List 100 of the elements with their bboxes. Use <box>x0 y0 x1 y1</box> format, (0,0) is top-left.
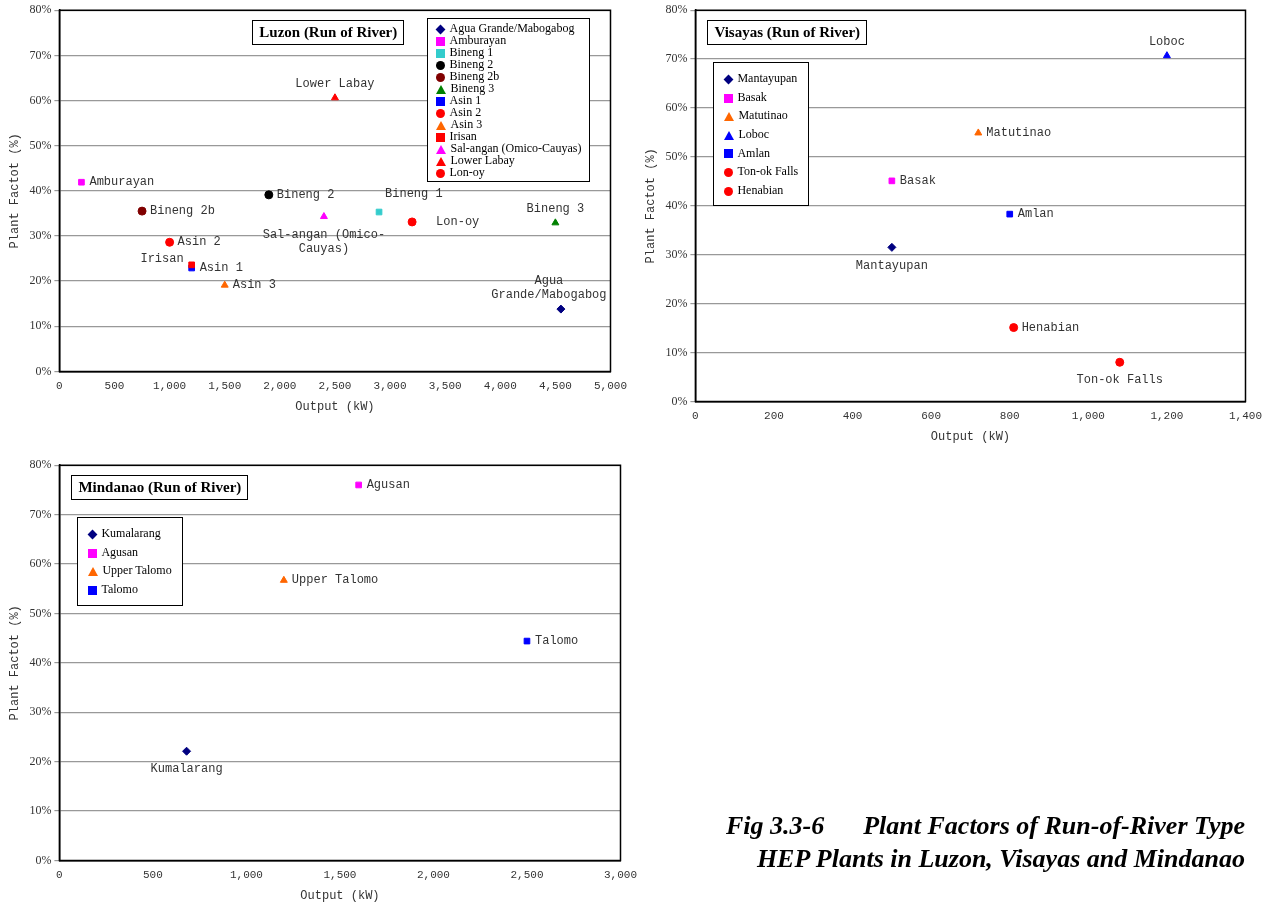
y-tick-label: 50% <box>29 137 52 152</box>
x-tick-label: 1,000 <box>229 868 263 881</box>
point <box>1006 210 1014 218</box>
text: Asin 3 <box>232 278 276 293</box>
x-tick-label: 2,000 <box>263 379 297 392</box>
y-tick-label: 50% <box>665 149 688 164</box>
x-tick-label: 500 <box>104 379 125 392</box>
x-tick-label: 600 <box>921 409 942 422</box>
y-axis-title: Plant Factot (%) <box>8 605 23 721</box>
legend-label: Asin 2 <box>449 105 482 120</box>
legend-label: Agusan <box>101 544 139 559</box>
point <box>220 280 229 288</box>
x-tick-label: 3,000 <box>373 379 407 392</box>
text: Irisan <box>140 252 184 267</box>
text: Amlan <box>1017 207 1054 222</box>
y-tick-label: 70% <box>29 506 52 521</box>
y-tick-label: 0% <box>671 393 688 408</box>
text: Bineng 2b <box>150 204 215 219</box>
x-tick-label: 2,000 <box>416 868 450 881</box>
y-tick-label: 60% <box>29 556 52 571</box>
text: Ton-ok Falls <box>1076 373 1163 388</box>
y-tick-label: 0% <box>35 363 52 378</box>
text: Matutinao <box>986 126 1052 141</box>
y-axis-title: Plant Factot (%) <box>8 133 23 249</box>
y-tick-label: 0% <box>35 852 52 867</box>
x-axis-title: Output (kW) <box>295 399 375 414</box>
legend-label: Asin 3 <box>450 117 483 132</box>
text: Agusan <box>366 478 410 493</box>
point <box>137 206 147 216</box>
x-axis-title: Output (kW) <box>300 888 380 903</box>
legend-label: Amburayan <box>449 33 507 48</box>
text: Lower Labay <box>295 76 375 91</box>
x-tick-label: 800 <box>999 409 1020 422</box>
legend-label: Matutinao <box>738 108 788 123</box>
text: Mindanao (Run of River) <box>71 475 249 501</box>
text: Loboc <box>1148 34 1185 49</box>
legend-label: Sal-angan (Omico-Cauyas) <box>450 141 582 156</box>
y-tick-label: 40% <box>29 182 52 197</box>
caption: Fig 3.3-6 Plant Factors of Run-of-River Type <box>725 810 1245 842</box>
text: Upper Talomo <box>291 573 379 588</box>
point <box>556 304 566 314</box>
y-tick-label: 30% <box>29 704 52 719</box>
legend-label: Upper Talomo <box>102 563 172 578</box>
point <box>279 575 288 583</box>
point <box>355 481 362 489</box>
x-tick-label: 3,500 <box>428 379 462 392</box>
text: Talomo <box>534 634 579 649</box>
text: Asin 1 <box>199 261 243 276</box>
x-tick-label: 4,000 <box>483 379 517 392</box>
text: Asin 2 <box>177 235 221 250</box>
x-tick-label: 200 <box>764 409 784 422</box>
point <box>182 746 192 756</box>
text: Lon-oy <box>436 215 480 230</box>
point <box>264 190 274 200</box>
point <box>1009 323 1019 333</box>
x-tick-label: 1,400 <box>1228 409 1263 422</box>
y-tick-label: 20% <box>29 273 52 288</box>
legend-label: Talomo <box>101 581 138 596</box>
legend-label: Amlan <box>737 145 771 160</box>
text: Agua Grande/Mabogabog <box>491 274 607 303</box>
text: Bineng 1 <box>385 187 443 202</box>
y-tick-label: 10% <box>29 803 52 818</box>
x-tick-label: 2,500 <box>318 379 352 392</box>
point <box>974 128 983 136</box>
y-tick-label: 60% <box>665 100 688 115</box>
legend-label: Loboc <box>738 126 770 141</box>
text: Mantayupan <box>855 258 928 273</box>
text: Henabian <box>1021 320 1080 335</box>
x-tick-label: 0 <box>56 379 63 392</box>
text: HEP Plants in Luzon, Visayas and Mindanao <box>755 842 1245 875</box>
text: Luzon (Run of River) <box>252 20 405 46</box>
y-tick-label: 10% <box>665 344 688 359</box>
x-tick-label: 1,000 <box>153 379 187 392</box>
x-tick-label: 2,500 <box>510 868 544 881</box>
point <box>888 177 896 185</box>
legend-label: Agua Grande/Mabogabog <box>449 21 575 36</box>
text: Visayas (Run of River) <box>707 20 868 46</box>
y-tick-label: 10% <box>29 318 52 333</box>
legend-label: Kumalarang <box>101 526 161 541</box>
y-tick-label: 30% <box>29 228 52 243</box>
x-axis-title: Output (kW) <box>930 429 1011 444</box>
text: Basak <box>899 174 936 189</box>
x-tick-label: 500 <box>143 868 163 881</box>
y-tick-label: 80% <box>665 2 688 17</box>
legend-label: Irisan <box>449 129 477 144</box>
x-tick-label: 400 <box>842 409 863 422</box>
legend-label: Ton-ok Falls <box>737 164 799 179</box>
text: Bineng 3 <box>526 202 585 217</box>
y-tick-label: 80% <box>29 2 52 17</box>
x-tick-label: 1,500 <box>323 868 357 881</box>
point <box>407 217 417 227</box>
text: Sal-angan (Omico-Cauyas) <box>262 227 386 256</box>
legend-label: Basak <box>737 89 767 104</box>
text: Kumalarang <box>150 762 223 777</box>
y-tick-label: 70% <box>29 47 52 62</box>
point <box>523 637 531 645</box>
y-tick-label: 40% <box>29 654 52 669</box>
y-tick-label: 30% <box>665 246 688 261</box>
x-tick-label: 0 <box>56 868 63 881</box>
y-axis-title: Plant Factot (%) <box>644 148 659 264</box>
